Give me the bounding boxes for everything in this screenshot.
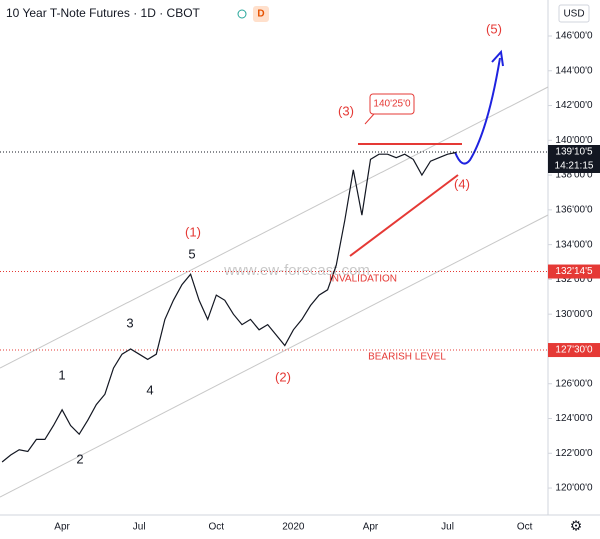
callout-pointer xyxy=(364,113,375,125)
y-tick-label: 120'00'0 xyxy=(555,483,593,494)
wave-label: 1 xyxy=(58,367,65,382)
y-tick-label: 146'00'0 xyxy=(555,31,593,42)
wave-label: (5) xyxy=(486,21,502,36)
y-tick-label: 126'00'0 xyxy=(555,378,593,389)
y-tick-label: 122'00'0 xyxy=(555,448,593,459)
wave-label: INVALIDATION xyxy=(329,274,397,285)
x-tick-label: 2020 xyxy=(282,522,305,533)
wave-label: 3 xyxy=(126,315,133,330)
level-label: 127'30'0 xyxy=(555,345,593,356)
projection-arrow xyxy=(454,57,501,165)
price-line xyxy=(1,151,457,463)
countdown-bg xyxy=(548,158,600,173)
level-label-bg xyxy=(548,264,600,279)
triangle-bottom xyxy=(349,174,459,257)
y-tick-label: 124'00'0 xyxy=(555,413,593,424)
countdown: 14:21:15 xyxy=(555,161,594,172)
y-tick-label: 144'00'0 xyxy=(555,65,593,76)
y-tick-label: 140'00'0 xyxy=(555,135,593,146)
level-label-bg xyxy=(548,343,600,358)
y-tick-label: 130'00'0 xyxy=(555,309,593,320)
badge-bg xyxy=(253,6,269,22)
arrow-head xyxy=(491,49,504,67)
channel-upper xyxy=(0,86,549,369)
y-tick-label: 142'00'0 xyxy=(555,100,593,111)
wave-label: (3) xyxy=(338,103,354,118)
y-tick-label: 134'00'0 xyxy=(555,239,593,250)
wave-label: 4 xyxy=(146,382,153,397)
wave-label: BEARISH LEVEL xyxy=(368,352,446,363)
wave-label: 140'25'0 xyxy=(373,99,411,110)
y-tick-label: 136'00'0 xyxy=(555,205,593,216)
y-tick-label: 132'00'0 xyxy=(555,274,593,285)
channel-lower xyxy=(0,214,549,498)
x-tick-label: Oct xyxy=(517,522,533,533)
wave-label: (4) xyxy=(454,176,470,191)
wave-label: (1) xyxy=(185,224,201,239)
price-callout xyxy=(369,93,415,115)
y-tick-label: 138'00'0 xyxy=(555,170,593,181)
level-label: 132'14'5 xyxy=(555,266,593,277)
wave-label: 5 xyxy=(188,246,195,261)
x-tick-label: Jul xyxy=(133,522,146,533)
x-tick-label: Apr xyxy=(54,522,70,533)
badge: D xyxy=(257,9,264,20)
level-label-bg xyxy=(548,144,600,159)
x-tick-label: Jul xyxy=(441,522,454,533)
settings-icon[interactable]: ⚙ xyxy=(570,518,583,534)
wave-label: (2) xyxy=(275,369,291,384)
x-tick-label: Apr xyxy=(363,522,379,533)
currency-box[interactable] xyxy=(558,4,590,23)
currency: USD xyxy=(563,9,584,20)
x-tick-label: Oct xyxy=(208,522,224,533)
chart-title: 10 Year T-Note Futures · 1D · CBOT xyxy=(6,6,201,20)
visibility-icon[interactable] xyxy=(237,9,247,19)
level-label: 139'10'5 xyxy=(555,147,593,158)
wave-label: 2 xyxy=(76,451,83,466)
